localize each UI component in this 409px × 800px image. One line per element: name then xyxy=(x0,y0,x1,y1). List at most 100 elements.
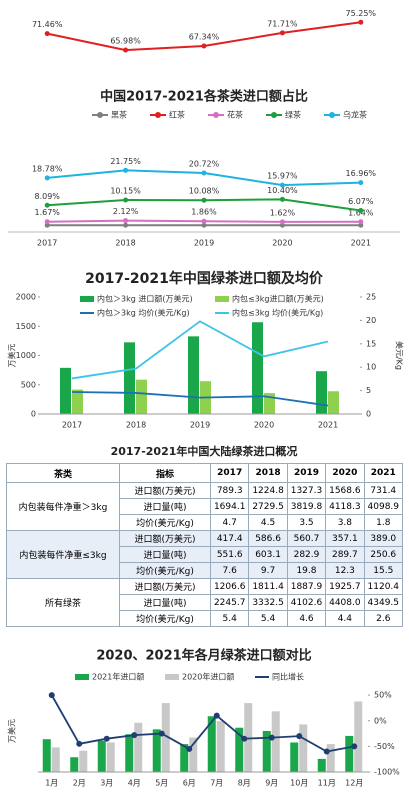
cell: 所有绿茶 xyxy=(6,578,120,627)
legend-label: 绿茶 xyxy=(285,110,301,120)
x-tick-label: 2017 xyxy=(62,421,82,430)
cell: 1224.8 xyxy=(248,482,288,499)
bar xyxy=(207,716,216,772)
point xyxy=(358,222,364,228)
y-axis-title: 万美元 xyxy=(7,344,17,368)
cell: 250.6 xyxy=(363,546,404,563)
cell: 4118.3 xyxy=(325,498,365,515)
data-label: 1.62% xyxy=(270,208,296,217)
point xyxy=(323,748,330,755)
x-tick-label: 2018 xyxy=(115,239,135,248)
y2-tick-label: 5 xyxy=(366,386,371,395)
data-label: 71.71% xyxy=(267,19,298,28)
bar xyxy=(97,740,106,772)
table: 茶类 指标 2017 2018 2019 2020 2021 内包装每件净重＞3kg 进口额(万… xyxy=(6,463,404,627)
point xyxy=(123,47,129,53)
legend-label: 内包＞3kg 均价(美元/Kg) xyxy=(97,308,190,318)
bar xyxy=(326,744,335,772)
cell: 2729.5 xyxy=(248,498,288,515)
point xyxy=(201,197,207,203)
x-tick-label: 6月 xyxy=(183,779,196,788)
x-tick-label: 2019 xyxy=(190,421,210,430)
bar xyxy=(180,744,189,772)
bar xyxy=(290,742,299,772)
legend-label: 内包≤3kg进口额(万美元) xyxy=(232,294,324,304)
cell: 进口额(万美元) xyxy=(119,482,211,499)
legend-label: 同比增长 xyxy=(272,672,304,682)
header-cell: 2018 xyxy=(248,463,288,483)
table-row: 进口量(吨) 2245.7 3332.5 4102.6 4408.0 4349.5 xyxy=(7,594,404,611)
bar xyxy=(79,750,88,772)
legend-swatch xyxy=(75,674,89,680)
bar xyxy=(264,393,275,414)
chart-title: 2017-2021年中国绿茶进口额及均价 xyxy=(85,270,324,287)
point xyxy=(358,19,364,25)
cell: 9.7 xyxy=(248,562,288,579)
bar xyxy=(299,724,308,772)
bar xyxy=(262,731,271,772)
bar xyxy=(317,758,326,772)
point xyxy=(186,745,193,752)
bar xyxy=(125,734,134,772)
cell: 进口量(吨) xyxy=(119,546,211,563)
x-tick-label: 10月 xyxy=(290,779,308,788)
legend-marker xyxy=(155,112,161,118)
legend-label: 黑茶 xyxy=(111,110,127,120)
cell: 19.8 xyxy=(286,562,327,579)
cell: 均价(美元/Kg) xyxy=(119,562,211,579)
header-cell: 2020 xyxy=(325,463,365,483)
header-cell: 2021 xyxy=(363,463,404,483)
cell: 进口量(吨) xyxy=(119,594,211,611)
y-axis-title: 万美元 xyxy=(7,719,17,743)
bar xyxy=(152,729,161,772)
bar xyxy=(70,757,79,772)
bar xyxy=(124,342,135,414)
cell: 2.6 xyxy=(363,610,404,627)
y-tick-label: 1500 xyxy=(16,322,36,331)
y2-tick-label: 20 xyxy=(366,316,376,325)
data-label: 15.97% xyxy=(267,172,298,181)
x-tick-label: 2021 xyxy=(351,239,371,248)
legend-label: 内包＞3kg 进口额(万美元) xyxy=(97,294,193,304)
y2-tick-label: -100% xyxy=(374,768,400,777)
legend-label: 2020年进口额 xyxy=(182,672,234,682)
bar xyxy=(60,367,71,414)
bar xyxy=(316,371,327,414)
cell: 4.5 xyxy=(248,514,288,531)
data-label: 10.40% xyxy=(267,186,298,195)
cell: 1206.6 xyxy=(209,578,250,595)
header-cell: 2017 xyxy=(209,463,250,483)
data-label: 21.75% xyxy=(110,157,141,166)
cell: 3.8 xyxy=(325,514,365,531)
series-line xyxy=(50,694,355,753)
cell: 731.4 xyxy=(363,482,404,499)
cell: 560.7 xyxy=(286,530,327,547)
bar xyxy=(252,322,263,414)
bar xyxy=(244,703,253,772)
legend-marker xyxy=(97,112,103,118)
cell: 5.4 xyxy=(209,610,250,627)
point xyxy=(213,712,220,719)
cell: 均价(美元/Kg) xyxy=(119,610,211,627)
bar xyxy=(134,722,143,772)
legend-label: 内包≤3kg 均价(美元/Kg) xyxy=(232,308,323,318)
cell: 4349.5 xyxy=(363,594,404,611)
table-title: 2017-2021年中国大陆绿茶进口概况 xyxy=(111,444,298,458)
data-label: 16.96% xyxy=(346,169,377,178)
data-label: 67.34% xyxy=(189,32,220,41)
bar xyxy=(189,737,198,772)
legend-label: 乌龙茶 xyxy=(343,110,367,120)
point xyxy=(123,222,129,228)
cell: 4.7 xyxy=(209,514,250,531)
x-tick-label: 7月 xyxy=(210,779,223,788)
point xyxy=(123,218,129,224)
legend-label: 2021年进口额 xyxy=(92,672,144,682)
cell: 789.3 xyxy=(209,482,250,499)
x-tick-label: 5月 xyxy=(155,779,168,788)
cell: 进口额(万美元) xyxy=(119,578,211,595)
bar xyxy=(354,701,363,772)
table-row: 均价(美元/Kg) 7.6 9.7 19.8 12.3 15.5 xyxy=(7,562,404,579)
point xyxy=(241,735,248,742)
x-tick-label: 4月 xyxy=(128,779,141,788)
